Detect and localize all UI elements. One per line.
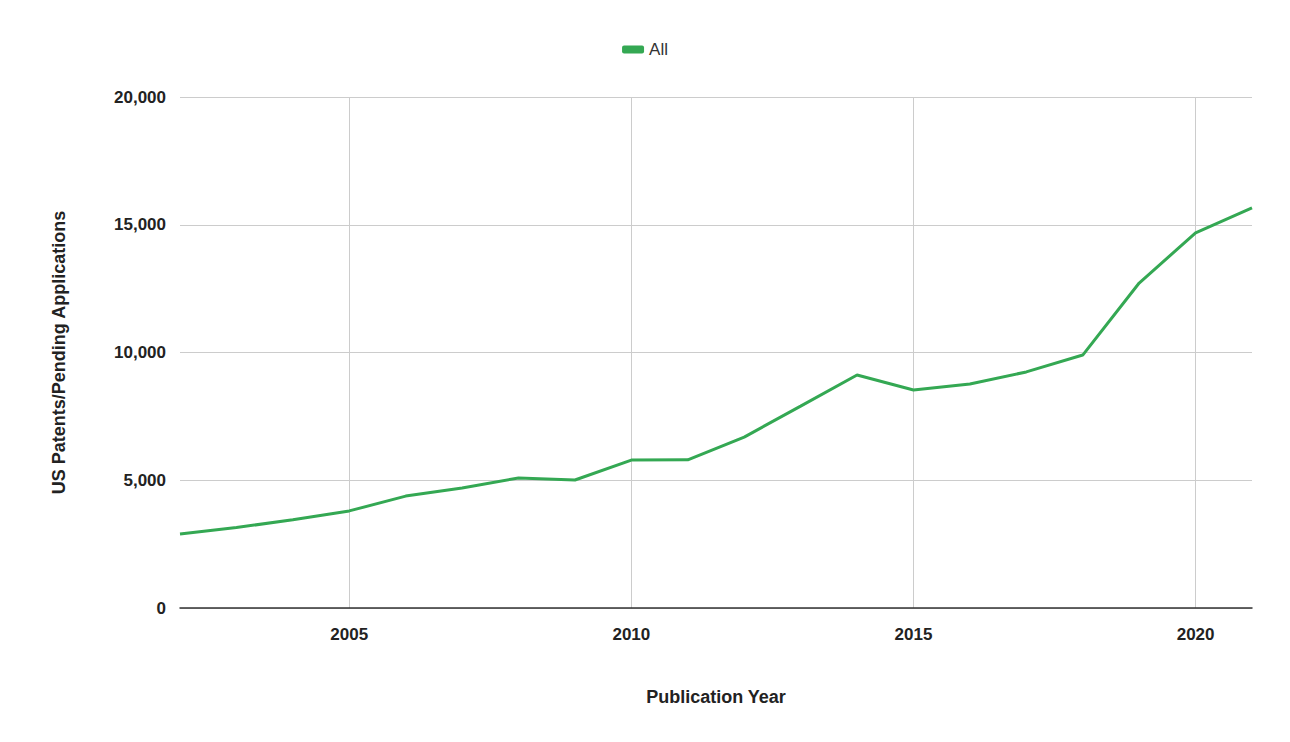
svg-text:2010: 2010 [612, 625, 650, 644]
svg-text:All: All [649, 40, 668, 59]
svg-text:5,000: 5,000 [123, 471, 166, 490]
svg-text:2015: 2015 [895, 625, 933, 644]
svg-text:US Patents/Pending Application: US Patents/Pending Applications [49, 211, 69, 494]
svg-text:Publication Year: Publication Year [646, 687, 786, 707]
svg-text:2005: 2005 [330, 625, 368, 644]
svg-text:2020: 2020 [1177, 625, 1215, 644]
svg-text:15,000: 15,000 [114, 215, 166, 234]
svg-text:0: 0 [157, 599, 166, 618]
svg-text:20,000: 20,000 [114, 88, 166, 107]
svg-text:10,000: 10,000 [114, 343, 166, 362]
